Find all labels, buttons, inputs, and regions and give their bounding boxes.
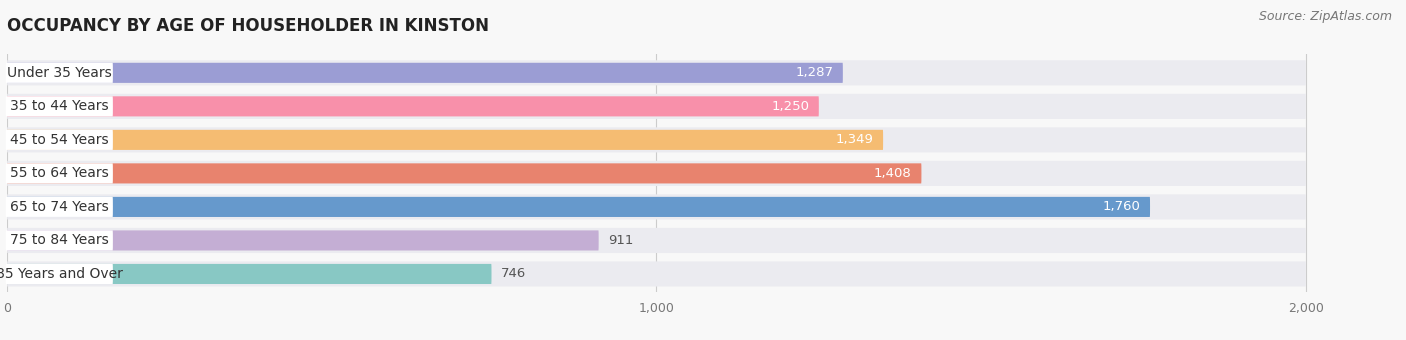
Text: 1,250: 1,250 [770, 100, 808, 113]
FancyBboxPatch shape [7, 96, 818, 116]
FancyBboxPatch shape [6, 231, 112, 251]
FancyBboxPatch shape [6, 63, 112, 83]
Text: OCCUPANCY BY AGE OF HOUSEHOLDER IN KINSTON: OCCUPANCY BY AGE OF HOUSEHOLDER IN KINST… [7, 17, 489, 35]
FancyBboxPatch shape [6, 197, 112, 217]
Text: 85 Years and Over: 85 Years and Over [0, 267, 122, 281]
FancyBboxPatch shape [6, 264, 112, 284]
Text: Source: ZipAtlas.com: Source: ZipAtlas.com [1258, 10, 1392, 23]
FancyBboxPatch shape [7, 130, 883, 150]
FancyBboxPatch shape [7, 264, 492, 284]
FancyBboxPatch shape [7, 127, 1306, 152]
FancyBboxPatch shape [7, 60, 1306, 85]
FancyBboxPatch shape [7, 194, 1306, 220]
Text: 1,408: 1,408 [875, 167, 911, 180]
FancyBboxPatch shape [6, 96, 112, 116]
Text: 45 to 54 Years: 45 to 54 Years [10, 133, 108, 147]
Text: Under 35 Years: Under 35 Years [7, 66, 111, 80]
Text: 55 to 64 Years: 55 to 64 Years [10, 166, 108, 181]
Text: 35 to 44 Years: 35 to 44 Years [10, 99, 108, 113]
FancyBboxPatch shape [6, 130, 112, 150]
Text: 911: 911 [609, 234, 634, 247]
Text: 1,287: 1,287 [796, 66, 834, 79]
FancyBboxPatch shape [7, 94, 1306, 119]
Text: 1,760: 1,760 [1102, 200, 1140, 214]
FancyBboxPatch shape [7, 163, 921, 184]
FancyBboxPatch shape [7, 197, 1150, 217]
FancyBboxPatch shape [6, 163, 112, 184]
FancyBboxPatch shape [7, 228, 1306, 253]
FancyBboxPatch shape [7, 63, 842, 83]
Text: 65 to 74 Years: 65 to 74 Years [10, 200, 108, 214]
FancyBboxPatch shape [7, 261, 1306, 287]
Text: 1,349: 1,349 [835, 133, 873, 147]
Text: 75 to 84 Years: 75 to 84 Years [10, 234, 108, 248]
Text: 746: 746 [502, 268, 526, 280]
FancyBboxPatch shape [7, 231, 599, 251]
FancyBboxPatch shape [7, 161, 1306, 186]
